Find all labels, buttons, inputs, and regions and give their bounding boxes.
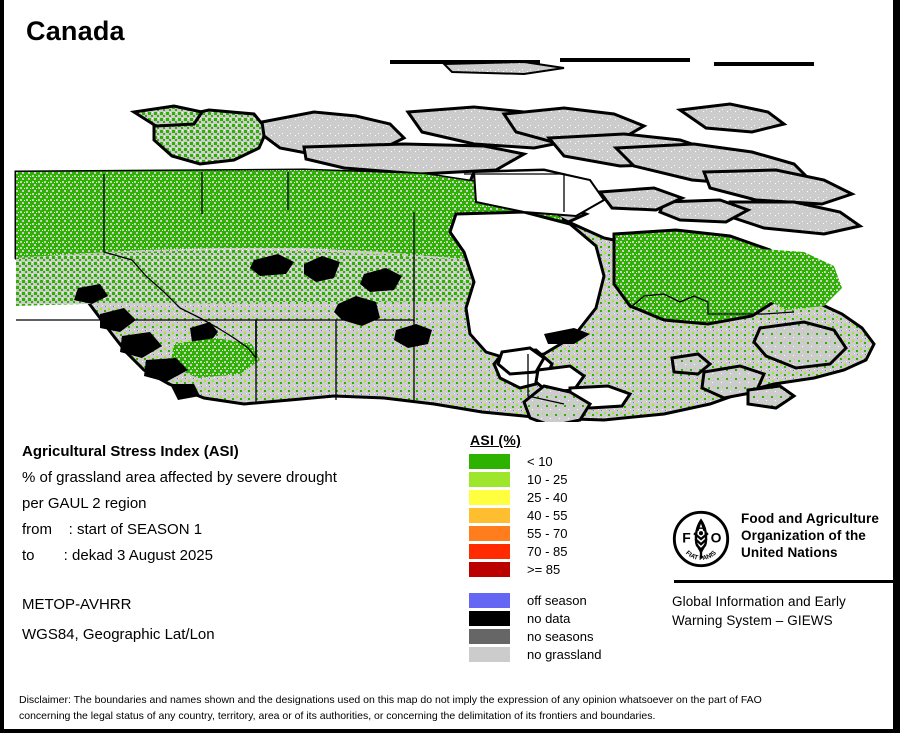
caption-heading: Agricultural Stress Index (ASI) — [22, 443, 239, 460]
legend-item[interactable]: no seasons — [469, 628, 659, 645]
giews-system-name: Global Information and Early Warning Sys… — [672, 594, 846, 628]
caption-spacer — [22, 569, 452, 590]
fao-divider — [674, 580, 893, 583]
map-canvas[interactable] — [4, 52, 893, 422]
canada-asi-map[interactable] — [4, 52, 893, 422]
legend-divider — [469, 579, 659, 592]
legend-label: >= 85 — [527, 562, 561, 577]
legend-label: no seasons — [527, 629, 594, 644]
legend-label: off season — [527, 593, 587, 608]
fao-header: F A O FIAT PANIS Food and Agriculture Or… — [672, 510, 893, 568]
legend-label: 25 - 40 — [527, 490, 568, 505]
fao-organization-name: Food and Agriculture Organization of the… — [741, 511, 879, 560]
legend-swatch-off-season — [469, 593, 510, 608]
legend-item[interactable]: >= 85 — [469, 561, 659, 578]
legend-item[interactable]: off season — [469, 592, 659, 609]
legend-swatch-no-data — [469, 611, 510, 626]
boreal-green-belt — [16, 170, 564, 260]
caption-projection: WGS84, Geographic Lat/Lon — [22, 626, 215, 643]
legend-item[interactable]: 70 - 85 — [469, 543, 659, 560]
caption-block: Agricultural Stress Index (ASI) % of gra… — [22, 438, 452, 650]
legend-item[interactable]: 55 - 70 — [469, 525, 659, 542]
inland-lakes — [190, 254, 590, 348]
arctic-islets — [390, 58, 814, 76]
legend-swatch-10-25 — [469, 472, 510, 487]
disclaimer-line-1: Disclaimer: The boundaries and names sho… — [19, 694, 762, 706]
legend-label: 55 - 70 — [527, 526, 568, 541]
legend-label: 70 - 85 — [527, 544, 568, 559]
legend-swatch-lt10 — [469, 454, 510, 469]
legend-label: no data — [527, 611, 571, 626]
legend-swatch-55-70 — [469, 526, 510, 541]
svg-text:O: O — [711, 529, 722, 545]
map-legend: ASI (%) < 10 10 - 25 25 - 40 40 - 55 55 … — [469, 432, 659, 664]
canada-mainland[interactable] — [14, 168, 876, 422]
legend-swatch-no-grassland — [469, 647, 510, 662]
foxe-basin — [472, 168, 606, 218]
poster-page: Canada — [4, 0, 893, 729]
legend-item[interactable]: no grassland — [469, 646, 659, 663]
legend-item[interactable]: no data — [469, 610, 659, 627]
caption-sensor: METOP-AVHRR — [22, 596, 132, 613]
legend-item[interactable]: < 10 — [469, 453, 659, 470]
legend-label: no grassland — [527, 647, 602, 662]
maritimes — [670, 320, 848, 410]
svg-text:A: A — [696, 519, 705, 534]
legend-item[interactable]: 40 - 55 — [469, 507, 659, 524]
legend-label: 10 - 25 — [527, 472, 568, 487]
caption-line-2: per GAUL 2 region — [22, 495, 147, 512]
caption-period-to: to : dekad 3 August 2025 — [22, 547, 213, 564]
transition-zone — [16, 250, 564, 306]
legend-title: ASI (%) — [470, 432, 522, 448]
legend-label: < 10 — [527, 454, 553, 469]
legend-swatch-gte85 — [469, 562, 510, 577]
legend-item[interactable]: 25 - 40 — [469, 489, 659, 506]
legend-swatch-25-40 — [469, 490, 510, 505]
legend-swatch-no-seasons — [469, 629, 510, 644]
disclaimer: Disclaimer: The boundaries and names sho… — [19, 692, 819, 724]
fao-branding: F A O FIAT PANIS Food and Agriculture Or… — [672, 510, 893, 630]
caption-line-1: % of grassland area affected by severe d… — [22, 469, 337, 486]
province-borders — [16, 172, 795, 405]
ungava-quebec-green — [612, 228, 790, 326]
legend-swatch-70-85 — [469, 544, 510, 559]
page-title: Canada — [26, 16, 125, 46]
legend-label: 40 - 55 — [527, 508, 568, 523]
fao-logo-icon: F A O FIAT PANIS — [672, 510, 730, 568]
legend-item[interactable]: 10 - 25 — [469, 471, 659, 488]
southern-ontario — [522, 384, 593, 422]
labrador-green — [748, 248, 842, 310]
disclaimer-line-2: concerning the legal status of any count… — [19, 710, 656, 722]
prairie-green-pocket — [170, 338, 260, 378]
great-lakes — [496, 346, 633, 410]
caption-period-from: from : start of SEASON 1 — [22, 521, 203, 538]
svg-text:F: F — [682, 529, 691, 545]
legend-swatch-40-55 — [469, 508, 510, 523]
svg-text:FIAT PANIS: FIAT PANIS — [684, 550, 718, 562]
